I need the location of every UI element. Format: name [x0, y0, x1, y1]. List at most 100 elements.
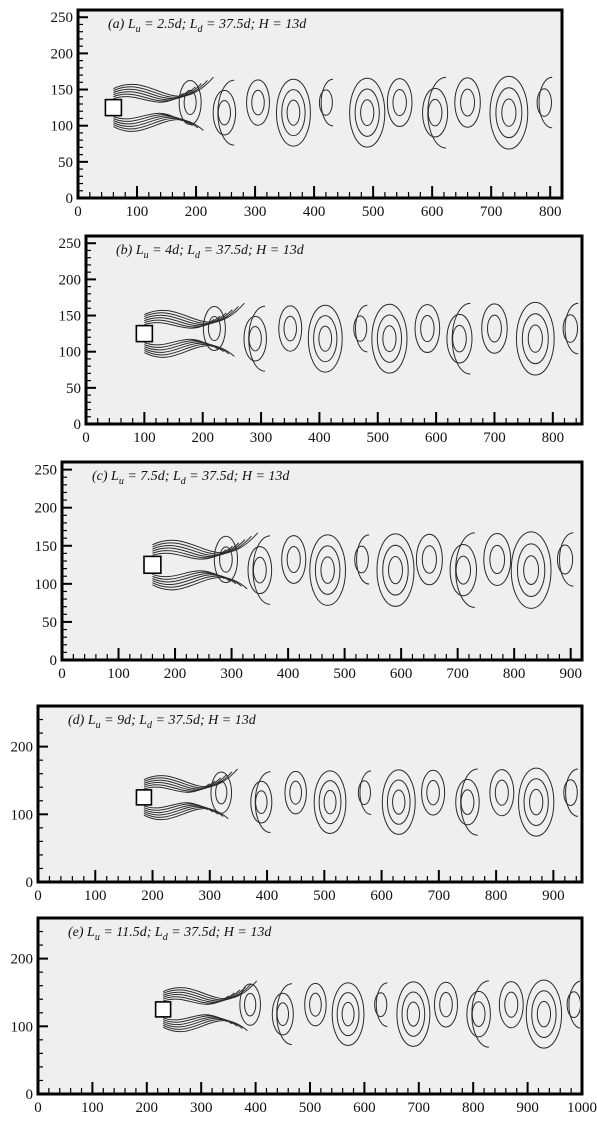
vortex-contour — [471, 980, 489, 1048]
x-tick-label: 500 — [333, 666, 356, 682]
vortex — [386, 78, 413, 128]
vortex — [414, 304, 441, 354]
vortex-contour — [239, 983, 261, 1026]
vortex — [466, 980, 491, 1048]
vortex-contour — [359, 770, 372, 815]
vortex-contour — [374, 992, 388, 1018]
vortex-contour — [556, 544, 574, 575]
vortex-contour — [515, 301, 555, 376]
vortex — [489, 769, 515, 817]
vortex — [309, 534, 347, 606]
panel-e: 0 100 200 0 100 200 300 400 500 600 700 800 900 1000 (… — [11, 916, 597, 1116]
y-tick-label: 200 — [11, 952, 34, 968]
x-tick-label: 100 — [81, 1100, 104, 1116]
y-tick-label: 0 — [50, 653, 58, 669]
vortex — [178, 80, 202, 126]
vortex-contour — [331, 982, 365, 1046]
vortex-contour — [449, 544, 478, 597]
x-tick-label: 500 — [362, 204, 385, 220]
y-tick-label: 100 — [35, 577, 58, 593]
contour-field — [154, 979, 580, 1049]
panel-c: 0 50 100 150 200 250 0 100 200 300 400 500 600 700 800… — [35, 460, 584, 682]
y-tick-label: 100 — [11, 1019, 34, 1035]
vortex — [202, 306, 226, 352]
vortex-contour — [568, 980, 580, 1029]
vortex — [396, 981, 431, 1047]
x-tick-label: 0 — [82, 430, 90, 446]
plot-frame — [76, 8, 564, 200]
vortex-contour — [307, 304, 343, 373]
vortex-contour — [354, 88, 380, 137]
vortex-contour — [252, 535, 271, 605]
x-tick-label: 900 — [559, 666, 582, 682]
vortex-contour — [250, 780, 273, 824]
vortex-contour — [382, 544, 409, 596]
vortex-contour — [375, 982, 388, 1027]
vortex-contour — [421, 545, 437, 574]
vortex-contour — [215, 780, 228, 805]
y-tick-label: 250 — [51, 10, 74, 26]
vortex-contour — [320, 556, 335, 584]
vortex-contour — [382, 325, 397, 353]
vortex-contour — [318, 325, 333, 352]
vortex-contour — [376, 314, 403, 363]
x-tick-label: 800 — [503, 666, 526, 682]
vortex — [313, 770, 347, 834]
vortex-contour — [318, 780, 342, 825]
vortex-contour — [466, 990, 491, 1038]
vortex-contour — [421, 769, 446, 816]
y-tick-label: 200 — [51, 46, 74, 62]
panel-title: (e) Lu = 11.5d; Ld = 37.5d; H = 13d — [68, 925, 272, 943]
vortex-contour — [271, 992, 294, 1036]
y-tick-label: 150 — [35, 539, 58, 555]
vortex — [556, 532, 574, 587]
vortex-contour — [527, 324, 543, 353]
plot-frame — [36, 704, 584, 884]
vortex-contour — [284, 770, 307, 815]
vortex-contour — [360, 99, 375, 127]
vortex-contour — [439, 991, 453, 1018]
square-cylinder — [104, 98, 123, 117]
panel-title: (d) Lu = 9d; Ld = 37.5d; H = 13d — [68, 713, 257, 731]
y-tick-label: 150 — [59, 309, 82, 325]
vortex — [381, 769, 416, 835]
vortex-contour — [422, 87, 449, 138]
vortex — [449, 532, 478, 608]
vortex-contour — [489, 75, 529, 150]
vortex-contour — [487, 314, 502, 343]
vortex-contour — [251, 89, 265, 116]
x-tick-label: 300 — [199, 888, 222, 904]
vortex-contour — [566, 991, 580, 1019]
y-tick-label: 0 — [66, 191, 74, 207]
vortex — [353, 304, 368, 353]
y-tick-label: 50 — [58, 155, 73, 171]
contour-field — [143, 531, 574, 609]
panel-b: 0 50 100 150 200 250 0 100 200 300 400 500 600 700 800… — [59, 234, 584, 446]
vortex — [421, 769, 446, 816]
x-tick-label: 0 — [58, 666, 66, 682]
panel-a: 0 50 100 150 200 250 0 100 200 300 400 500 600 700 800… — [51, 8, 564, 220]
vortex — [446, 302, 473, 375]
vortex-contour — [455, 532, 475, 608]
vortex-contour — [518, 767, 555, 837]
wake-contour — [162, 980, 258, 1033]
vortex-contour — [281, 535, 307, 584]
vortex-contour — [460, 768, 478, 836]
vortex-contour — [314, 545, 341, 595]
vortex-contour — [392, 789, 406, 815]
vortex-contour — [243, 315, 267, 362]
x-tick-label: 600 — [370, 888, 393, 904]
vortex-contour — [313, 315, 338, 363]
x-tick-label: 200 — [185, 204, 208, 220]
x-tick-label: 400 — [308, 430, 331, 446]
vortex-contour — [254, 771, 271, 834]
vortex-contour — [414, 304, 441, 354]
vortex-contour — [286, 545, 301, 573]
x-tick-label: 100 — [126, 204, 149, 220]
vortex-contour — [183, 90, 197, 116]
vortex-contour — [275, 78, 311, 147]
x-tick-label: 100 — [84, 888, 107, 904]
panel-title: (c) Lu = 7.5d; Ld = 37.5d; H = 13d — [92, 469, 290, 487]
square-cylinder — [135, 789, 153, 806]
vortex-contour — [426, 779, 440, 806]
